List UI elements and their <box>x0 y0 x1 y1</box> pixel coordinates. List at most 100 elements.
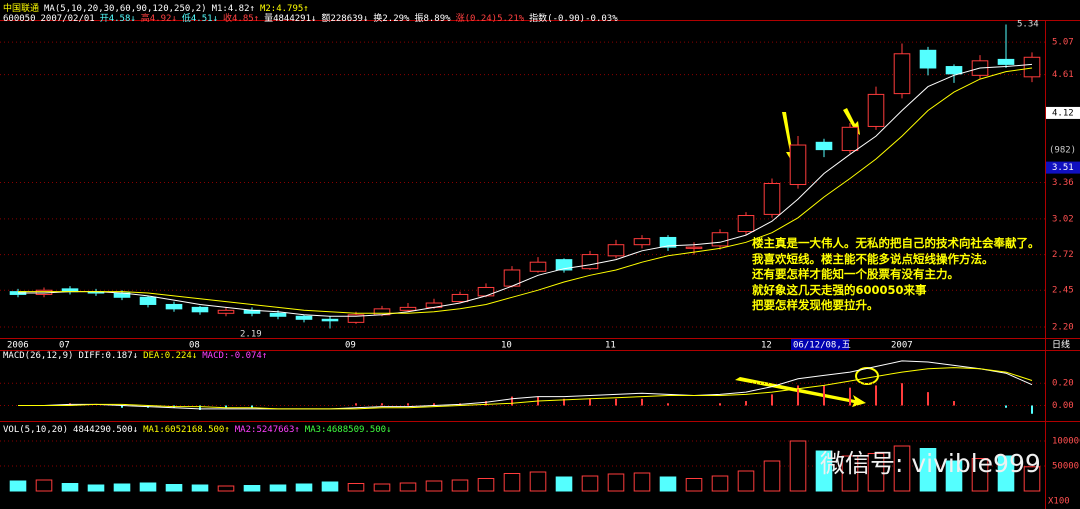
macd-line <box>18 367 1033 410</box>
x-tick-label: 2007 <box>891 341 913 351</box>
candle-body <box>711 232 729 247</box>
marker-note: (982) <box>1049 146 1076 156</box>
max-label: 5.34 <box>1017 20 1039 30</box>
candle-body <box>529 261 547 272</box>
volume-bar <box>113 483 131 492</box>
macd-header: MACD(26,12,9) DIFF:0.187↓ DEA:0.224↓ MACD:-… <box>3 351 272 361</box>
vol-ma2: MA2:5247663↑ <box>234 425 300 435</box>
x-tick-label: 08 <box>189 341 200 351</box>
volume-bar <box>373 483 391 492</box>
close: 收4.85↑ <box>222 14 260 24</box>
volume-bar <box>321 481 339 492</box>
change: 涨(0.24)5.21% <box>455 14 525 24</box>
candle-body <box>893 53 911 95</box>
candle-body <box>841 126 859 152</box>
volume-bar <box>893 445 911 492</box>
candle-body <box>165 303 183 310</box>
vol-current: 4844290.500↓ <box>73 425 139 435</box>
volume-bar <box>945 460 963 492</box>
volume-bar <box>763 460 781 492</box>
diff-label: DIFF:0.187↓ <box>78 351 139 361</box>
volume-bar <box>139 482 157 492</box>
volume-bar <box>191 484 209 492</box>
volume-bar <box>633 472 651 492</box>
volume-bar <box>841 455 859 492</box>
volume-bar <box>607 473 625 492</box>
volume-bar <box>295 483 313 492</box>
header-line-2: 600050 2007/02/01 开4.58↓ 高4.92↓ 低4.51↓ 收4.85↑… <box>3 11 623 24</box>
y-tick-label: 2.45 <box>1052 286 1074 296</box>
ma-params: MA(5,10,20,30,60,90,120,250,2) <box>44 4 207 14</box>
candle-body <box>191 306 209 313</box>
y-tick-label: 100000 <box>1052 437 1080 447</box>
amplitude: 振8.89% <box>414 14 451 24</box>
candle-body <box>815 141 833 151</box>
y-tick-label: 2.20 <box>1052 322 1074 332</box>
candle-body <box>945 66 963 75</box>
candle-body <box>217 309 235 314</box>
volume-bar <box>711 475 729 492</box>
cursor-date: 06/12/08,五 <box>793 341 851 351</box>
x-tick-label: 2006 <box>7 341 29 351</box>
volume-bar <box>815 450 833 492</box>
unit-label: X100 <box>1048 497 1070 507</box>
x-tick-label: 09 <box>345 341 356 351</box>
candle-body <box>659 236 677 248</box>
m1: M1:4.82↑ <box>211 4 255 14</box>
price-marker-label: 4.12 <box>1052 108 1074 118</box>
high: 高4.92↓ <box>140 14 177 24</box>
candle-body <box>607 244 625 257</box>
comment-line: 我喜欢短线。楼主能不能多说点短线操作方法。 <box>752 251 994 266</box>
amount: 额228639↓ <box>321 14 369 24</box>
y-tick-label: 5.07 <box>1052 38 1074 48</box>
candle-body <box>321 318 339 322</box>
candle-body <box>555 259 573 271</box>
turnover: 换2.29% <box>373 14 410 24</box>
volume-bar <box>997 455 1015 492</box>
candle-body <box>347 314 365 323</box>
low: 低4.51↓ <box>181 14 218 24</box>
volume-bar <box>9 480 27 492</box>
macd-label: MACD:-0.074↑ <box>202 351 268 361</box>
comment-line: 还有要怎样才能知一个股票有没有主力。 <box>752 267 959 281</box>
volume-bar <box>61 483 79 492</box>
comment-line: 楼主真是一大伟人。无私的把自己的技术向社会奉献了。 <box>752 236 1040 250</box>
y-tick-label: 4.61 <box>1052 70 1074 80</box>
code: 600050 <box>3 14 36 24</box>
min-label: 2.19 <box>240 330 262 340</box>
candle-body <box>1023 56 1041 78</box>
x-tick-label: 07 <box>59 341 70 351</box>
volume-bar <box>87 484 105 492</box>
volume-bar <box>269 484 287 492</box>
volume-bar <box>1023 466 1041 492</box>
volume: 量4844291↓ <box>264 14 317 24</box>
stock-name: 中国联通 <box>3 4 40 14</box>
volume-bar <box>399 482 417 492</box>
comment-line: 就好象这几天走强的600050来事 <box>752 282 927 297</box>
candle-body <box>867 93 885 127</box>
volume-bar <box>451 479 469 492</box>
x-tick-label: 10 <box>501 341 512 351</box>
candle-body <box>451 293 469 303</box>
index: 指数(-0.90)-0.03% <box>529 14 618 24</box>
dea-label: DEA:0.224↓ <box>143 351 198 361</box>
volume-bar <box>425 480 443 492</box>
candle-body <box>763 183 781 215</box>
panel-borders <box>0 20 1080 509</box>
vol-ma1: MA1:6052168.500↑ <box>143 425 230 435</box>
volume-bar <box>555 476 573 492</box>
candle-body <box>581 254 599 270</box>
candle-body <box>399 306 417 311</box>
volume-bar <box>477 478 495 492</box>
volume-bar <box>529 471 547 492</box>
price-marker-label: 3.51 <box>1052 163 1074 173</box>
candle-body <box>737 215 755 233</box>
ma-line <box>18 63 1033 317</box>
candle-body <box>997 58 1015 65</box>
volume-bar <box>659 476 677 492</box>
volume-bar <box>243 485 261 492</box>
volume-bar <box>737 470 755 492</box>
open: 开4.58↓ <box>99 14 136 24</box>
volume-bar <box>35 479 53 492</box>
candle-body <box>685 246 703 249</box>
